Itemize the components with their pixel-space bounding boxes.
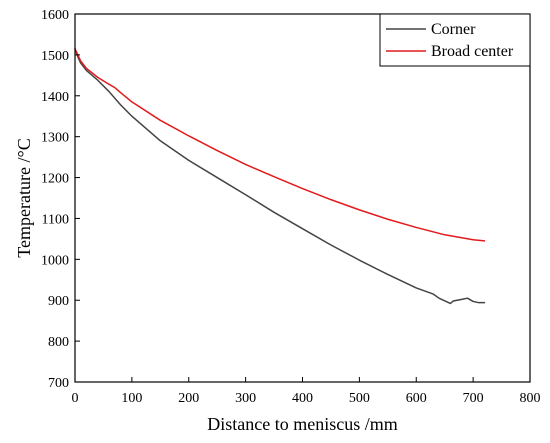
x-tick-label: 100 [121, 391, 142, 406]
y-tick-label: 1200 [41, 172, 69, 187]
x-tick-label: 800 [520, 391, 541, 406]
series-layer [74, 48, 486, 305]
x-axis-title: Distance to meniscus /mm [207, 414, 397, 434]
y-tick-label: 1600 [41, 8, 69, 23]
series-line-broad-center [74, 48, 486, 242]
y-tick-label: 1100 [42, 212, 69, 227]
y-tick-label: 800 [48, 335, 69, 350]
x-tick-label: 600 [406, 391, 427, 406]
legend: Corner Broad center [379, 13, 531, 67]
legend-label: Corner [431, 21, 476, 38]
y-axis-title: Temperature /°C [14, 138, 34, 257]
series-line-corner [74, 48, 486, 305]
x-tick-label: 400 [292, 391, 313, 406]
y-tick-label: 1300 [41, 131, 69, 146]
x-tick-label: 300 [235, 391, 256, 406]
y-tick-label: 1500 [41, 49, 69, 64]
x-tick-label: 0 [72, 391, 79, 406]
x-tick-label: 500 [349, 391, 370, 406]
x-tick-label: 700 [463, 391, 484, 406]
axes-layer: 0 100 200 300 400 500 600 700 800 700 800 900 1000 11… [14, 8, 541, 434]
y-tick-label: 1000 [41, 253, 69, 268]
x-tick-label: 200 [178, 391, 199, 406]
y-tick-label: 700 [48, 376, 69, 391]
y-tick-label: 900 [48, 294, 69, 309]
legend-label: Broad center [431, 43, 514, 60]
y-tick-label: 1400 [41, 90, 69, 105]
plot-frame [74, 13, 531, 383]
legend-box [379, 13, 531, 67]
